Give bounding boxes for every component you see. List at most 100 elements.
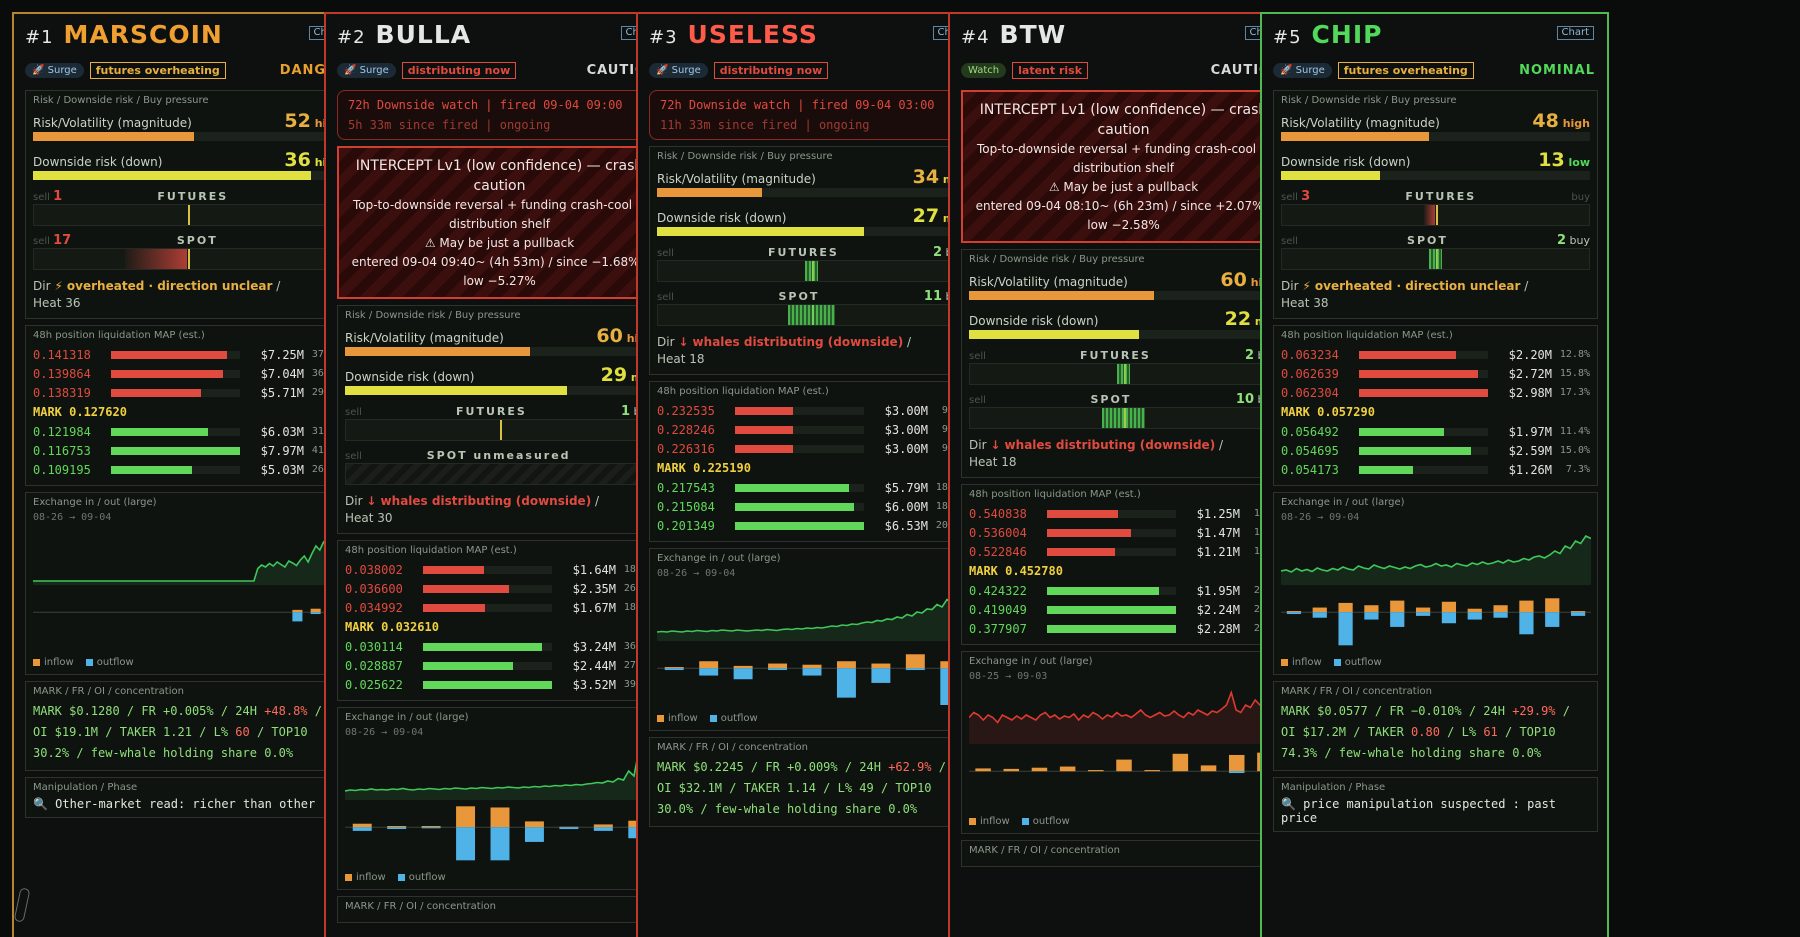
exchange-flow-panel: Exchange in / out (large) 08-26 → 09-04 in…	[649, 548, 974, 731]
inflow-bar	[802, 664, 822, 669]
short-liq-row: 0.141318$7.25M37.9%	[33, 345, 342, 364]
liq-price: 0.424322	[969, 583, 1027, 598]
inflow-bar	[1545, 598, 1560, 613]
flow-area	[657, 589, 967, 641]
spot-label: SPOT	[176, 233, 218, 247]
liq-bar	[735, 406, 864, 415]
risk-panel-title: Risk / Downside risk / Buy pressure	[345, 310, 521, 321]
long-liq-row: 0.028887$2.44M27.3%	[345, 656, 654, 675]
short-liq-row: 0.540838$1.25M1.6%	[969, 504, 1278, 523]
exchange-flow-panel: Exchange in / out (large) 08-26 → 09-04 in…	[337, 707, 662, 890]
liq-bar-fill	[111, 465, 193, 474]
downside-row: Downside risk (down)36 high	[33, 149, 342, 171]
liquidation-map-panel: 48h position liquidation MAP (est.) 0.038…	[337, 540, 662, 701]
direction-sep: /	[591, 494, 600, 508]
magnitude-number: 60	[1220, 269, 1247, 291]
downside-watch-alert: 72h Downside watch | fired 09-04 09:00 5h…	[337, 90, 662, 140]
magnitude-label: Risk/Volatility (magnitude)	[969, 275, 1128, 289]
symbol-title[interactable]: BTW	[999, 20, 1067, 49]
liq-bar	[1359, 388, 1488, 397]
inflow-bar	[524, 821, 544, 828]
short-liq-row: 0.228246$3.00M9.4%	[657, 420, 966, 439]
spot-buy-value: 11	[923, 288, 943, 304]
mark-fr-oi-panel: MARK / FR / OI / concentration	[961, 840, 1286, 867]
liq-amount: $1.47M	[1196, 525, 1240, 540]
symbol-title[interactable]: USELESS	[687, 20, 818, 49]
inflow-bar	[1031, 767, 1048, 772]
risk-panel-title: Risk / Downside risk / Buy pressure	[1281, 95, 1457, 106]
mark-fr-oi-segment: / TOP10 30.2% / few-whale holding share …	[33, 725, 308, 760]
gauge-center-marker	[499, 420, 502, 440]
long-liq-row: 0.030114$3.24M36.3%	[345, 637, 654, 656]
outflow-bar	[699, 668, 719, 676]
outflow-bar	[905, 668, 925, 671]
inflow-bar	[905, 654, 925, 669]
mark-fr-oi-title: MARK / FR / OI / concentration	[657, 742, 808, 753]
short-liq-row: 0.522846$1.21M1.5%	[969, 542, 1278, 561]
chart-link-button[interactable]: Chart	[1556, 26, 1594, 40]
direction-sep: /	[1215, 438, 1224, 452]
outflow-bar	[490, 827, 510, 861]
liq-price: 0.028887	[345, 658, 403, 673]
long-liq-row: 0.215084$6.00M18.8%	[657, 497, 966, 516]
liq-price: 0.030114	[345, 639, 403, 654]
intercept-entry: entered 09-04 09:40~ (4h 53m) / since −1…	[351, 255, 648, 288]
liq-price: 0.054173	[1281, 462, 1339, 477]
symbol-title[interactable]: CHIP	[1311, 20, 1383, 49]
liq-bar	[1047, 547, 1176, 556]
downside-label: Downside risk (down)	[345, 370, 475, 384]
inflow-bar	[1286, 611, 1302, 613]
futures-buy-value: 2	[1244, 347, 1255, 363]
mark-fr-oi-segment: 0.80	[1411, 725, 1440, 739]
magnitude-bar-fill	[33, 132, 194, 141]
futures-gauge	[345, 419, 654, 441]
spot-gauge	[657, 304, 966, 326]
inflow-bar	[836, 661, 856, 669]
futures-gauge	[1281, 204, 1590, 226]
column-header: #1MARSCOINChart	[25, 20, 350, 54]
liquidation-map-title: 48h position liquidation MAP (est.)	[657, 386, 829, 397]
liq-bar-fill	[423, 642, 542, 651]
liquidation-map-panel: 48h position liquidation MAP (est.) 0.141…	[25, 325, 350, 486]
state-badge: latent risk	[1012, 61, 1089, 79]
spot-buy-value: 2	[1556, 232, 1567, 248]
magnitude-bar	[969, 291, 1278, 300]
liq-bar	[111, 446, 240, 455]
outflow-bar	[1312, 612, 1327, 618]
risk-panel: Risk / Downside risk / Buy pressure Risk/…	[1273, 90, 1598, 319]
liq-amount: $1.21M	[1196, 544, 1240, 559]
spot-sell-label: sell	[345, 450, 362, 462]
mark-fr-oi-title: MARK / FR / OI / concentration	[345, 901, 496, 912]
symbol-title[interactable]: BULLA	[375, 20, 472, 49]
futures-buy-label: buy	[1571, 191, 1590, 203]
mark-fr-oi-segment: 61	[1483, 725, 1498, 739]
spot-sell: sell	[657, 290, 674, 303]
flow-sparkline	[33, 532, 343, 585]
direction-sep: /	[1520, 279, 1529, 293]
magnitude-bar	[657, 188, 966, 197]
liq-share: 11.4%	[1559, 426, 1590, 437]
buy-heat	[1116, 364, 1131, 384]
direction-summary: Dir ⚡ overheated · direction unclear / He…	[33, 278, 342, 312]
sell-heat	[124, 249, 188, 269]
exchange-flow-title: Exchange in / out (large)	[657, 553, 781, 564]
alert-line-1: 72h Downside watch | fired 09-04 03:00	[660, 98, 935, 112]
long-liq-row: 0.419049$2.24M2.8%	[969, 600, 1278, 619]
spot-buy-value: 10	[1235, 391, 1255, 407]
liq-amount: $6.53M	[884, 518, 928, 533]
inflow-bar	[456, 806, 476, 828]
liq-bar-fill	[1047, 528, 1131, 537]
liq-bar	[735, 444, 864, 453]
direction-sep: /	[272, 279, 281, 293]
spot-gauge	[345, 463, 654, 485]
outflow-legend: outflow	[1334, 657, 1382, 668]
liq-bar	[735, 521, 864, 530]
futures-buy-value: 1	[620, 403, 631, 419]
futures-row: sell 1FUTURESbuy	[33, 188, 342, 204]
liq-bar-fill	[735, 483, 849, 492]
symbol-title[interactable]: MARSCOIN	[63, 20, 223, 49]
liq-price: 0.522846	[969, 544, 1027, 559]
short-liq-row: 0.536004$1.47M1.8%	[969, 523, 1278, 542]
spot-sell-label: sell	[969, 394, 986, 406]
